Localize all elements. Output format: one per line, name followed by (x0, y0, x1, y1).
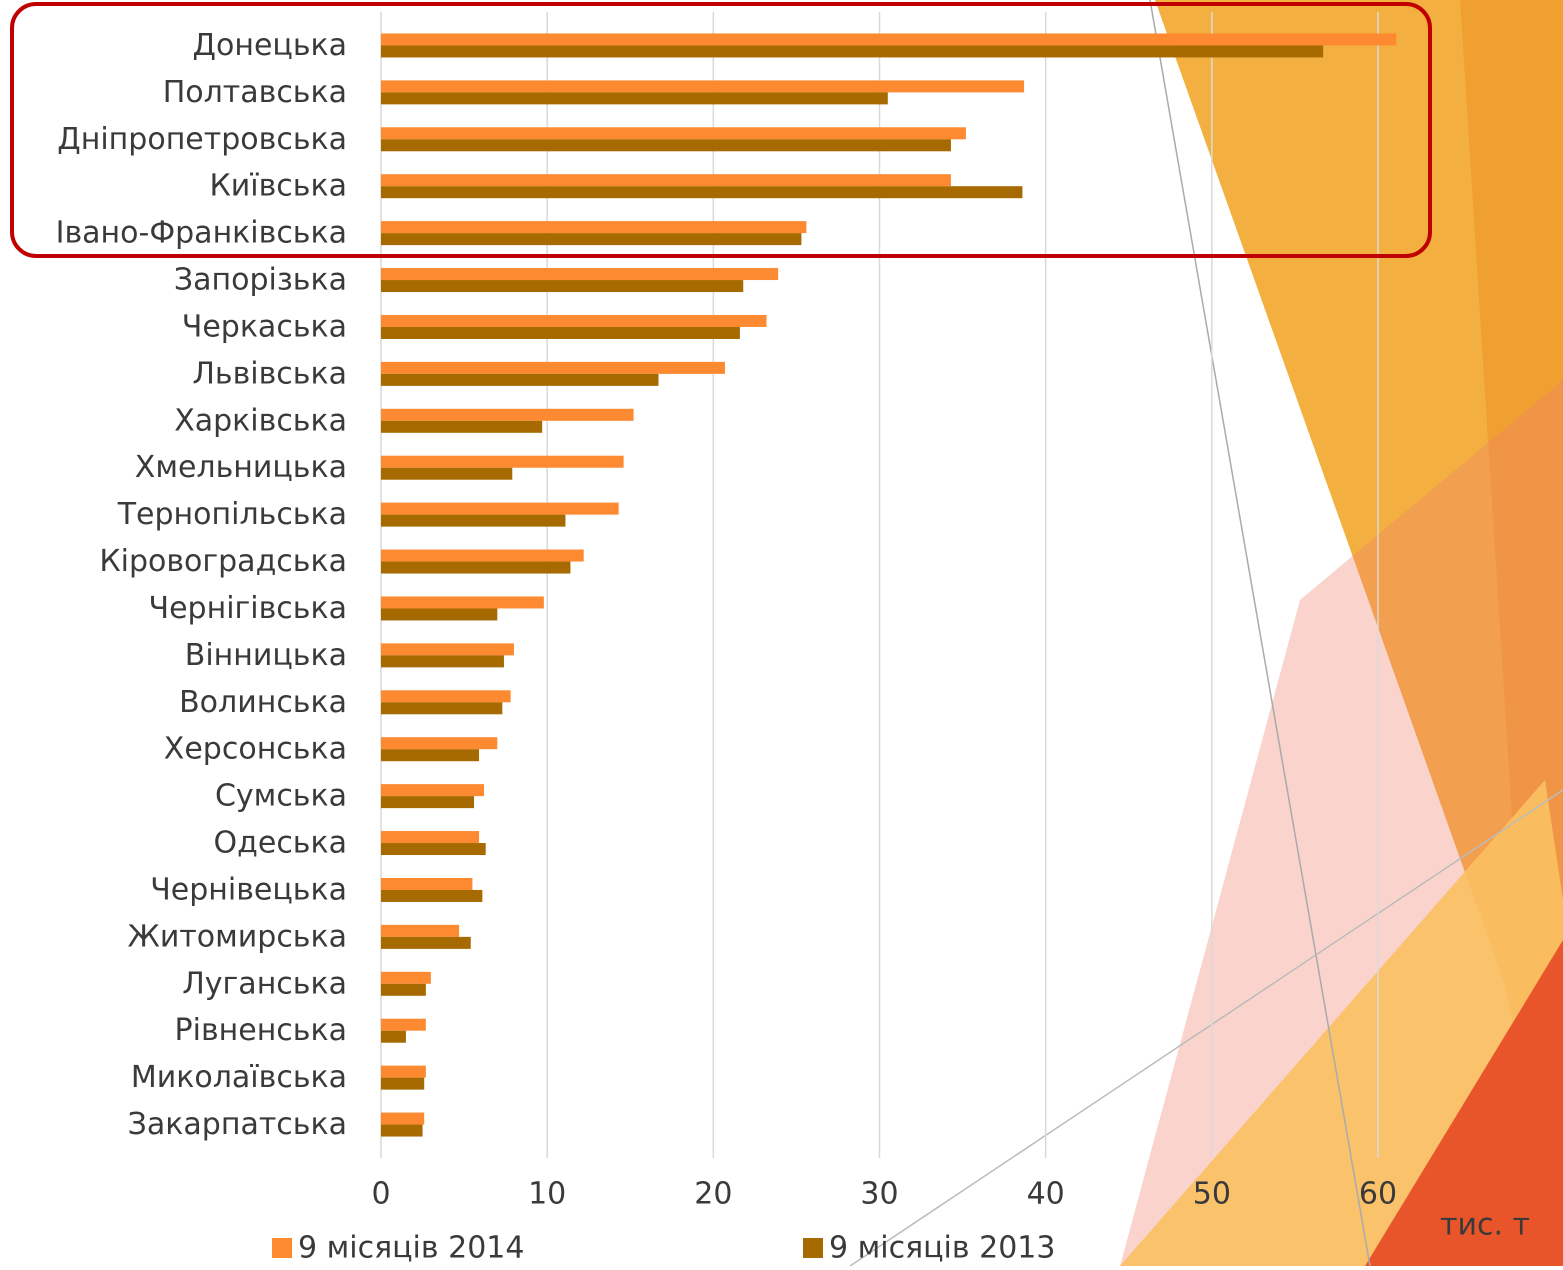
bar (381, 468, 512, 480)
bar (381, 1113, 424, 1125)
bar (381, 280, 743, 292)
y-tick-label: Дніпропетровська (57, 122, 347, 157)
bar (381, 92, 888, 104)
y-tick-label: Тернопільська (117, 497, 347, 532)
x-tick-label: 20 (694, 1177, 732, 1212)
bar (381, 515, 565, 527)
bar (381, 409, 634, 421)
y-tick-label: Чернівецька (150, 872, 347, 907)
bar (381, 221, 806, 233)
bar (381, 174, 951, 186)
bar (381, 937, 471, 949)
bar (381, 984, 426, 996)
bar (381, 421, 542, 433)
bar (381, 186, 1022, 198)
y-tick-label: Херсонська (164, 732, 347, 767)
bar (381, 80, 1024, 92)
bar (381, 655, 504, 667)
y-tick-label: Львівська (192, 356, 347, 391)
bar (381, 327, 740, 339)
y-tick-label: Миколаївська (131, 1060, 347, 1095)
bar (381, 925, 459, 937)
x-tick-label: 40 (1027, 1177, 1065, 1212)
bar (381, 362, 725, 374)
bar (381, 139, 951, 151)
bar (381, 1066, 426, 1078)
y-tick-label: Харківська (174, 403, 347, 438)
y-tick-label: Чернігівська (149, 591, 347, 626)
bar (381, 562, 570, 574)
bar (381, 643, 514, 655)
bar (381, 843, 486, 855)
bar (381, 690, 511, 702)
bar (381, 796, 474, 808)
y-tick-label: Луганська (182, 966, 347, 1001)
y-tick-label: Житомирська (128, 919, 348, 954)
bar (381, 315, 767, 327)
bar (381, 503, 619, 515)
bar (381, 1078, 424, 1090)
y-tick-label: Сумська (215, 779, 347, 814)
x-tick-label: 0 (371, 1177, 390, 1212)
bar (381, 374, 658, 386)
bar (381, 1019, 426, 1031)
y-tick-label: Київська (210, 169, 348, 204)
y-tick-label: Полтавська (163, 75, 347, 110)
bar (381, 608, 497, 620)
y-tick-label: Івано-Франківська (56, 216, 347, 251)
x-tick-label: 10 (528, 1177, 566, 1212)
x-tick-label: 30 (860, 1177, 898, 1212)
bar (381, 878, 472, 890)
bar (381, 972, 431, 984)
bar (381, 233, 801, 245)
bar (381, 737, 497, 749)
y-tick-label: Запорізька (174, 263, 347, 298)
bar (381, 456, 624, 468)
bar (381, 1031, 406, 1043)
bar (381, 702, 502, 714)
x-tick-label: 60 (1359, 1177, 1397, 1212)
y-tick-label: Кіровоградська (99, 544, 347, 579)
y-tick-label: Донецька (193, 28, 347, 63)
y-tick-label: Одеська (214, 826, 348, 861)
bar (381, 1125, 423, 1137)
y-tick-label: Рівненська (175, 1013, 347, 1048)
bar (381, 831, 479, 843)
y-tick-label: Вінницька (185, 638, 347, 673)
legend-label: 9 місяців 2013 (829, 1231, 1055, 1266)
bar (381, 550, 584, 562)
y-tick-label: Хмельницька (135, 450, 347, 485)
y-tick-label: Волинська (179, 685, 347, 720)
bar (381, 33, 1396, 45)
y-tick-label: Черкаська (182, 309, 347, 344)
bar (381, 596, 544, 608)
legend-label: 9 місяців 2014 (298, 1231, 524, 1266)
bar (381, 749, 479, 761)
bar (381, 784, 484, 796)
bar (381, 890, 482, 902)
y-tick-label: Закарпатська (128, 1107, 347, 1142)
bar (381, 127, 966, 139)
x-tick-label: 50 (1193, 1177, 1231, 1212)
axis-unit: тис. т (1440, 1208, 1530, 1243)
chart: 0 10 20 30 40 50 60 Донецька Полтавська Дніпропет… (0, 0, 1563, 1266)
bar (381, 268, 778, 280)
legend-swatch (272, 1238, 292, 1258)
legend-swatch (803, 1238, 823, 1258)
bar (381, 45, 1323, 57)
